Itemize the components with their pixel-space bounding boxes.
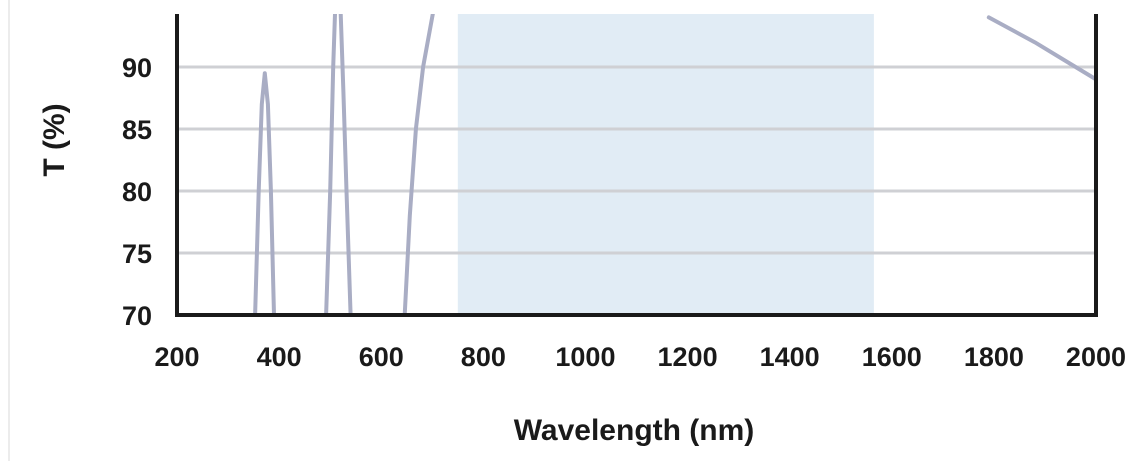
y-tick-label-85: 85 <box>122 115 152 145</box>
y-tick-label-90: 90 <box>122 53 152 83</box>
x-tick-label-1400: 1400 <box>760 342 820 372</box>
transmission-curve-segment-3 <box>338 14 353 315</box>
highlight-band <box>457 14 874 315</box>
x-tick-label-400: 400 <box>257 342 302 372</box>
y-tick-label-80: 80 <box>122 177 152 207</box>
x-tick-label-200: 200 <box>154 342 199 372</box>
transmission-curve-segment-1 <box>253 71 276 315</box>
y-axis-title: T (%) <box>38 103 71 176</box>
transmission-curve-segment-5 <box>986 15 1096 82</box>
x-tick-label-2000: 2000 <box>1066 342 1126 372</box>
x-tick-label-1200: 1200 <box>658 342 718 372</box>
x-axis-title: Wavelength (nm) <box>514 414 755 447</box>
x-tick-label-1600: 1600 <box>862 342 922 372</box>
transmission-curve-segment-4 <box>402 14 435 315</box>
x-tick-label-1800: 1800 <box>964 342 1024 372</box>
y-tick-label-75: 75 <box>122 239 152 269</box>
x-tick-label-600: 600 <box>359 342 404 372</box>
x-tick-label-1000: 1000 <box>555 342 615 372</box>
y-tick-label-70: 70 <box>122 301 152 331</box>
transmission-curve-segment-2 <box>324 14 337 315</box>
x-tick-label-800: 800 <box>461 342 506 372</box>
